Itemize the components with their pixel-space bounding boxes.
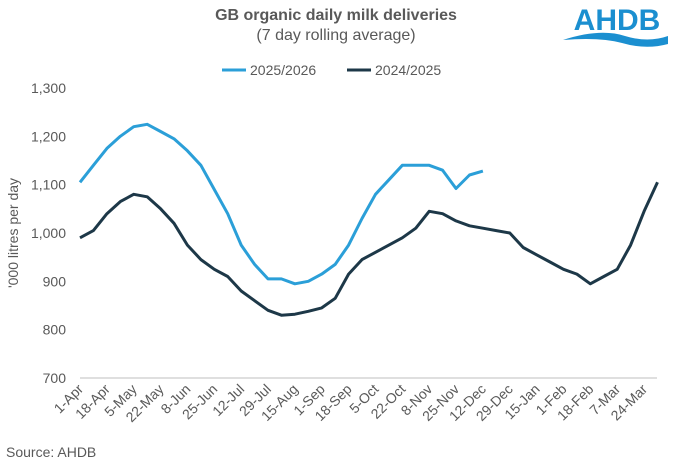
y-tick-label: 1,100 bbox=[31, 177, 66, 193]
series-line bbox=[78, 122, 484, 286]
y-tick-label: 800 bbox=[43, 322, 67, 338]
y-tick-label: 900 bbox=[43, 273, 67, 289]
chart-title: GB organic daily milk deliveries bbox=[215, 7, 457, 24]
y-tick-label: 1,000 bbox=[31, 225, 66, 241]
legend-label: 2025/2026 bbox=[250, 62, 316, 78]
source: Source: AHDB bbox=[6, 444, 96, 460]
y-tick-label: 1,300 bbox=[31, 80, 66, 96]
y-tick-label: 700 bbox=[43, 370, 67, 386]
legend-label: 2024/2025 bbox=[375, 62, 441, 78]
chart-subtitle: (7 day rolling average) bbox=[256, 27, 415, 44]
y-tick-label: 1,200 bbox=[31, 128, 66, 144]
logo-text: AHDB bbox=[574, 4, 661, 37]
y-axis-label: '000 litres per day bbox=[5, 178, 21, 288]
logo: AHDB bbox=[563, 4, 668, 47]
series-line bbox=[79, 181, 659, 317]
logo-wave bbox=[563, 32, 668, 47]
